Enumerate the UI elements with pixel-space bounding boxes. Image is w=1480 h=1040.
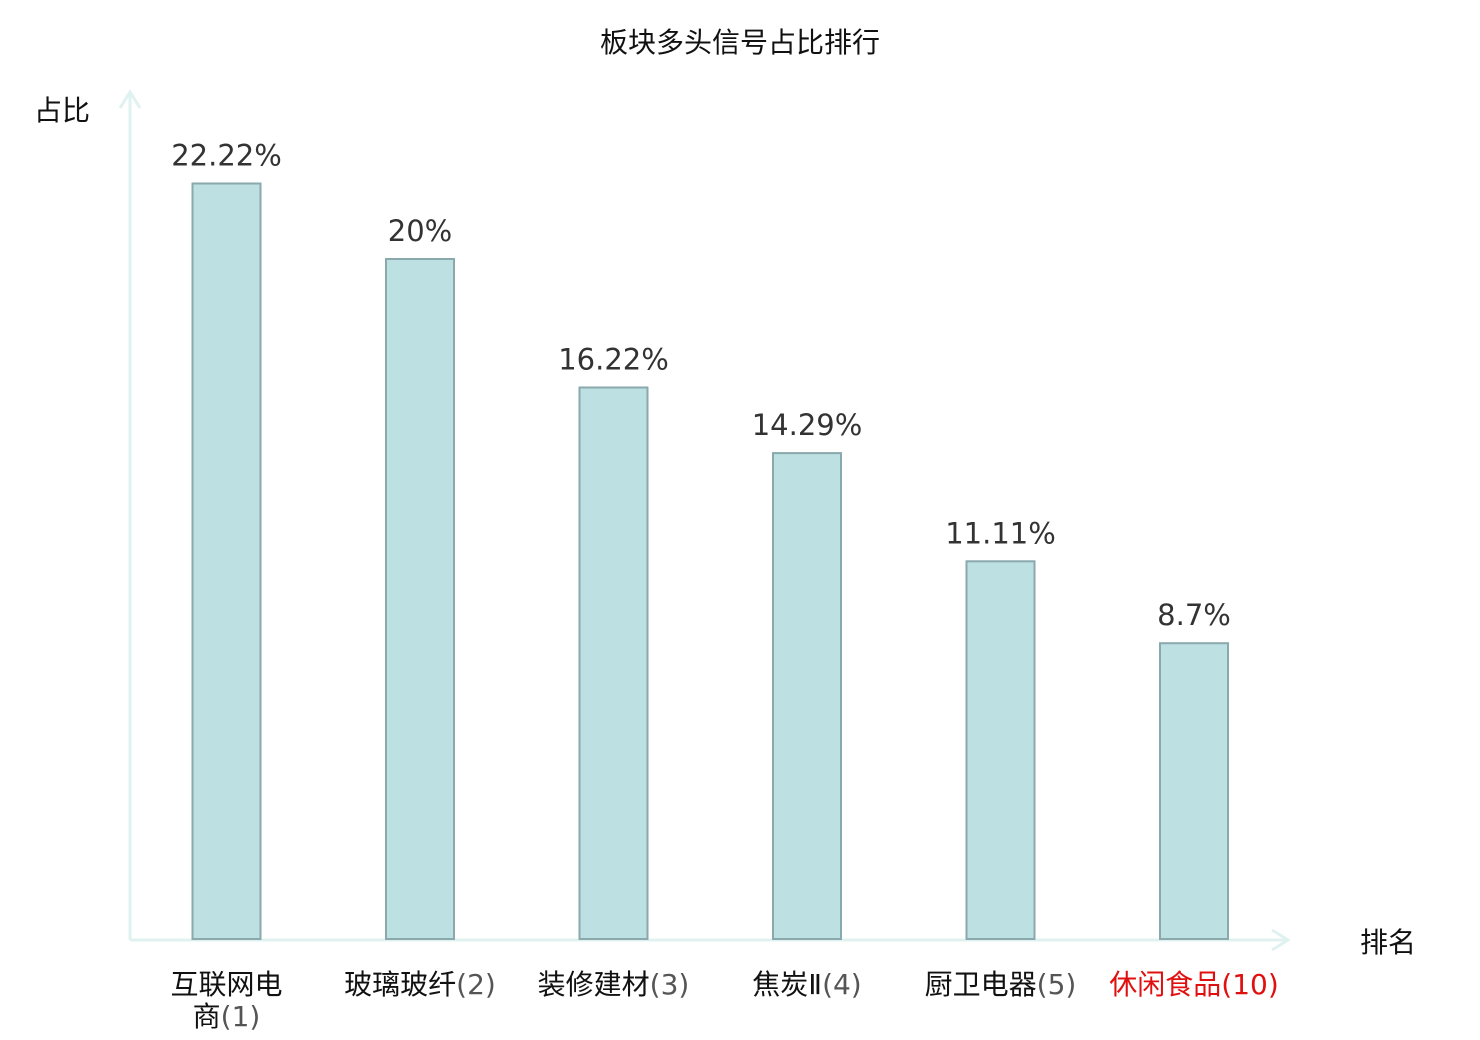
category-label-5: 厨卫电器(5) xyxy=(925,968,1077,1001)
value-label-5: 11.11% xyxy=(945,516,1056,550)
category-rank: (10) xyxy=(1221,968,1278,1001)
category-name: 互联网电 xyxy=(170,968,282,1001)
axes xyxy=(118,89,1291,952)
bars-group xyxy=(191,182,1229,940)
value-label-3: 16.22% xyxy=(558,343,669,377)
category-name: 装修建材 xyxy=(538,968,650,1001)
category-rank: (4) xyxy=(822,968,862,1001)
y-axis-arrow xyxy=(118,89,142,109)
category-name: 厨卫电器 xyxy=(925,968,1037,1001)
y-axis-label: 占比 xyxy=(34,94,90,127)
x-axis-arrow xyxy=(1271,928,1291,952)
value-label-2: 20% xyxy=(388,214,452,248)
category-label-2: 玻璃玻纤(2) xyxy=(344,968,496,1001)
category-labels-group: 互联网电商(1)玻璃玻纤(2) 装修建材(3) 焦炭Ⅱ(4) 厨卫电器(5) 休闲食品(… xyxy=(170,968,1278,1033)
value-label-1: 22.22% xyxy=(171,139,282,173)
category-name: 商 xyxy=(193,1000,221,1033)
value-label-4: 14.29% xyxy=(752,408,863,442)
category-name: 焦炭Ⅱ xyxy=(752,968,822,1001)
category-name: 玻璃玻纤 xyxy=(344,968,456,1001)
bar-1 xyxy=(191,182,262,940)
value-labels-group: 22.22% 20% 16.22% 14.29% 11.11% 8.7% xyxy=(171,139,1231,633)
category-rank: (3) xyxy=(650,968,690,1001)
bar-4 xyxy=(772,452,842,940)
category-label-6: 休闲食品(10) xyxy=(1109,968,1279,1001)
category-rank: (2) xyxy=(456,968,496,1001)
value-label-6: 8.7% xyxy=(1157,598,1231,632)
bar-5 xyxy=(965,560,1036,940)
category-rank: (1) xyxy=(221,1000,261,1033)
category-name: 休闲食品 xyxy=(1109,968,1221,1001)
bar-2 xyxy=(385,258,455,940)
category-label-4: 焦炭Ⅱ(4) xyxy=(752,968,861,1001)
category-label-3: 装修建材(3) xyxy=(538,968,690,1001)
category-rank: (5) xyxy=(1037,968,1077,1001)
bar-3 xyxy=(578,386,649,940)
bar-6 xyxy=(1159,642,1229,940)
x-axis-label: 排名 xyxy=(1360,926,1416,959)
chart-title: 板块多头信号占比排行 xyxy=(600,26,880,59)
category-label-1: 互联网电商(1) xyxy=(170,968,282,1033)
